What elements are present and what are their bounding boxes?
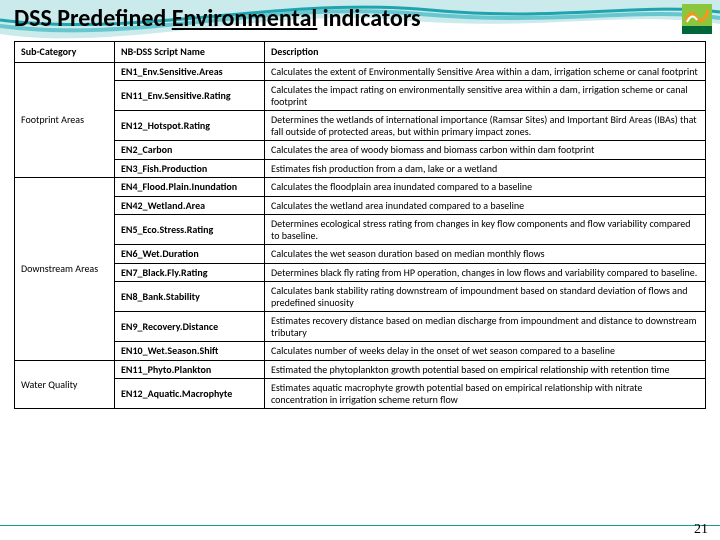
description-cell: Estimates fish production from a dam, la… [265, 159, 706, 178]
title-post: indicators [317, 4, 420, 33]
script-cell: EN11_Env.Sensitive.Rating [115, 81, 265, 111]
table-row: EN9_Recovery.DistanceEstimates recovery … [15, 312, 706, 342]
description-cell: Determines black fly rating from HP oper… [265, 263, 706, 282]
table-row: Footprint AreasEN1_Env.Sensitive.AreasCa… [15, 62, 706, 81]
nbi-logo [682, 4, 712, 34]
description-cell: Determines ecological stress rating from… [265, 215, 706, 245]
description-cell: Calculates the extent of Environmentally… [265, 62, 706, 81]
description-cell: Calculates the impact rating on environm… [265, 81, 706, 111]
col-header-subcategory: Sub-Category [15, 42, 115, 63]
subcategory-cell: Footprint Areas [15, 62, 115, 178]
script-cell: EN42_Wetland.Area [115, 196, 265, 215]
indicators-table: Sub-Category NB-DSS Script Name Descript… [14, 41, 706, 409]
description-cell: Calculates the wetland area inundated co… [265, 196, 706, 215]
table-row: EN12_Hotspot.RatingDetermines the wetlan… [15, 111, 706, 141]
script-cell: EN11_Phyto.Plankton [115, 360, 265, 379]
table-row: EN10_Wet.Season.ShiftCalculates number o… [15, 342, 706, 361]
script-cell: EN5_Eco.Stress.Rating [115, 215, 265, 245]
title-underlined: Environmental [172, 4, 318, 33]
description-cell: Estimates recovery distance based on med… [265, 312, 706, 342]
table-row: EN11_Env.Sensitive.RatingCalculates the … [15, 81, 706, 111]
table-row: EN5_Eco.Stress.RatingDetermines ecologic… [15, 215, 706, 245]
table-row: EN2_CarbonCalculates the area of woody b… [15, 141, 706, 160]
col-header-script: NB-DSS Script Name [115, 42, 265, 63]
subcategory-cell: Water Quality [15, 360, 115, 409]
description-cell: Calculates bank stability rating downstr… [265, 282, 706, 312]
table-row: EN42_Wetland.AreaCalculates the wetland … [15, 196, 706, 215]
description-cell: Calculates number of weeks delay in the … [265, 342, 706, 361]
script-cell: EN8_Bank.Stability [115, 282, 265, 312]
table-row: Water QualityEN11_Phyto.PlanktonEstimate… [15, 360, 706, 379]
script-cell: EN1_Env.Sensitive.Areas [115, 62, 265, 81]
slide-title: DSS Predefined Environmental indicators [0, 0, 720, 35]
script-cell: EN12_Aquatic.Macrophyte [115, 379, 265, 409]
indicators-table-wrap: Sub-Category NB-DSS Script Name Descript… [14, 41, 706, 409]
title-pre: DSS Predefined [14, 4, 172, 33]
table-row: Downstream AreasEN4_Flood.Plain.Inundati… [15, 178, 706, 197]
script-cell: EN12_Hotspot.Rating [115, 111, 265, 141]
table-row: EN3_Fish.ProductionEstimates fish produc… [15, 159, 706, 178]
description-cell: Calculates the area of woody biomass and… [265, 141, 706, 160]
slide: DSS Predefined Environmental indicators … [0, 0, 720, 540]
table-row: EN8_Bank.StabilityCalculates bank stabil… [15, 282, 706, 312]
description-cell: Calculates the wet season duration based… [265, 245, 706, 264]
script-cell: EN4_Flood.Plain.Inundation [115, 178, 265, 197]
script-cell: EN7_Black.Fly.Rating [115, 263, 265, 282]
bottom-rule [0, 525, 720, 526]
table-row: EN7_Black.Fly.RatingDetermines black fly… [15, 263, 706, 282]
subcategory-cell: Downstream Areas [15, 178, 115, 361]
table-header-row: Sub-Category NB-DSS Script Name Descript… [15, 42, 706, 63]
script-cell: EN6_Wet.Duration [115, 245, 265, 264]
table-row: EN6_Wet.DurationCalculates the wet seaso… [15, 245, 706, 264]
script-cell: EN3_Fish.Production [115, 159, 265, 178]
page-number: 21 [694, 522, 708, 538]
table-row: EN12_Aquatic.MacrophyteEstimates aquatic… [15, 379, 706, 409]
description-cell: Calculates the floodplain area inundated… [265, 178, 706, 197]
script-cell: EN2_Carbon [115, 141, 265, 160]
col-header-description: Description [265, 42, 706, 63]
description-cell: Determines the wetlands of international… [265, 111, 706, 141]
script-cell: EN9_Recovery.Distance [115, 312, 265, 342]
description-cell: Estimates aquatic macrophyte growth pote… [265, 379, 706, 409]
script-cell: EN10_Wet.Season.Shift [115, 342, 265, 361]
description-cell: Estimated the phytoplankton growth poten… [265, 360, 706, 379]
